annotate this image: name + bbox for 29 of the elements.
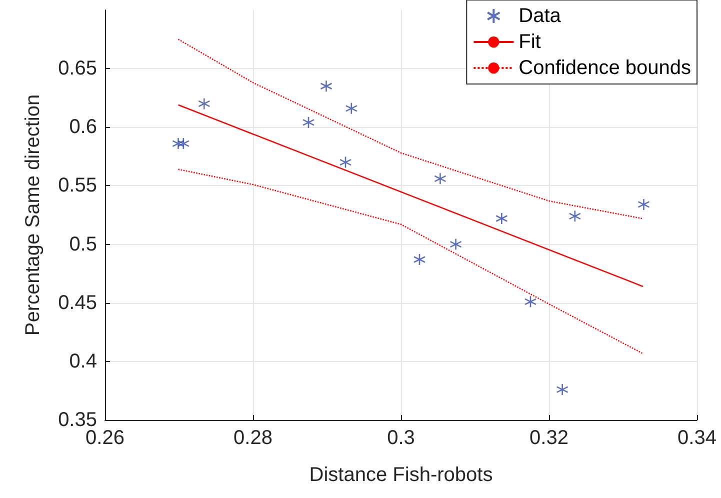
point <box>556 383 568 396</box>
point <box>495 212 508 225</box>
point <box>568 210 582 222</box>
legend-label: Data <box>518 5 562 27</box>
point <box>345 102 358 115</box>
y-tick-label: 0.4 <box>69 350 97 372</box>
point <box>198 98 210 110</box>
point <box>320 80 332 92</box>
legend-label: Confidence bounds <box>518 57 692 79</box>
legend-label: Fit <box>518 31 542 53</box>
x-tick-label: 0.28 <box>234 427 272 449</box>
x-axis-title: Distance Fish-robots <box>309 464 493 486</box>
y-tick-label: 0.45 <box>58 292 97 314</box>
point <box>339 156 352 168</box>
y-axis-title: Percentage Same direction <box>22 94 44 336</box>
y-tick-label: 0.5 <box>69 233 97 256</box>
line-series <box>178 168 643 354</box>
x-tick-label: 0.3 <box>387 427 415 449</box>
y-tick-label: 0.6 <box>69 116 97 138</box>
point <box>638 198 650 211</box>
point <box>302 116 315 129</box>
y-tick-label: 0.65 <box>58 58 97 80</box>
x-tick-label: 0.34 <box>678 427 716 449</box>
x-tick-label: 0.32 <box>530 427 568 449</box>
point <box>413 253 426 266</box>
point <box>524 296 537 308</box>
point <box>450 238 462 250</box>
point <box>434 172 446 185</box>
y-tick-label: 0.55 <box>58 174 97 197</box>
